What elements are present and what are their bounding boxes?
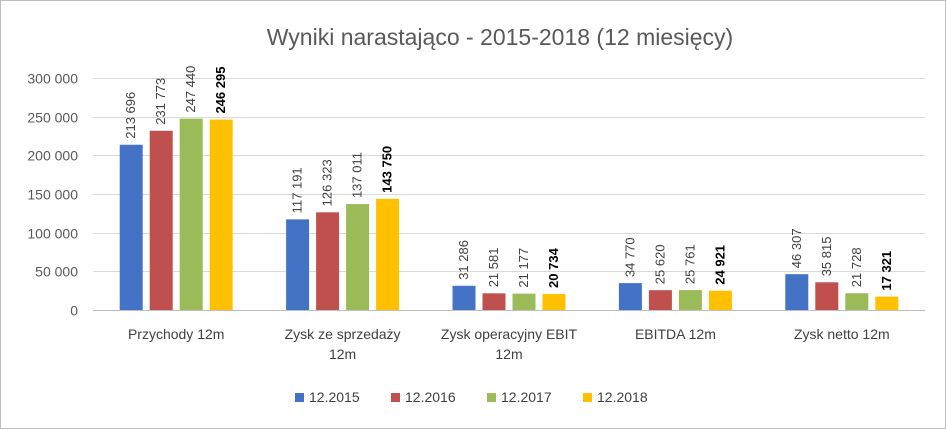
y-tick-label: 150 000 <box>27 187 78 203</box>
data-label: 34 770 <box>622 237 637 277</box>
data-label: 247 440 <box>183 66 198 113</box>
x-category-label: Przychody 12m <box>128 326 224 342</box>
bar <box>815 282 839 310</box>
data-label: 21 581 <box>486 248 501 288</box>
data-label: 21 728 <box>849 247 864 287</box>
bar <box>542 293 566 310</box>
bar <box>648 290 672 310</box>
data-label: 20 734 <box>546 247 561 288</box>
data-label: 143 750 <box>380 146 395 193</box>
bar <box>452 285 476 310</box>
legend-swatch <box>487 393 496 402</box>
legend-item: 12.2016 <box>391 389 456 405</box>
x-axis-categories: Przychody 12m Zysk ze sprzedaży 12m Zysk op… <box>128 326 890 362</box>
bar <box>618 283 642 310</box>
data-label: 46 307 <box>789 228 804 268</box>
y-tick-label: 0 <box>70 303 78 319</box>
bar <box>482 293 506 310</box>
legend-swatch <box>583 393 592 402</box>
data-label: 17 321 <box>879 251 894 291</box>
bar <box>678 290 702 310</box>
bar <box>209 119 233 311</box>
x-category-label: Zysk netto 12m <box>794 326 890 342</box>
bar <box>708 290 732 310</box>
data-label: 35 815 <box>819 237 834 277</box>
y-axis-ticks: 0 50 000 100 000 150 000 200 000 250 000 300 0… <box>27 71 78 319</box>
bar <box>785 274 809 310</box>
bars <box>119 118 899 311</box>
x-category-label: Zysk ze sprzedaży 12m <box>285 326 401 362</box>
bar <box>286 219 310 310</box>
data-label: 126 323 <box>320 159 335 206</box>
chart-title: Wyniki narastająco - 2015-2018 (12 miesi… <box>267 24 733 50</box>
legend-item: 12.2017 <box>487 389 552 405</box>
x-category-label: Zysk operacyjny EBIT 12m <box>441 326 578 362</box>
y-tick-label: 50 000 <box>35 264 78 280</box>
bar <box>346 204 370 310</box>
data-label: 24 921 <box>712 245 727 285</box>
data-label: 137 011 <box>350 152 365 198</box>
data-label: 31 286 <box>456 240 471 280</box>
bar <box>179 118 203 311</box>
legend-item: 12.2018 <box>583 389 648 405</box>
legend-swatch <box>295 393 304 402</box>
bar <box>149 130 173 310</box>
legend-label: 12.2017 <box>501 389 552 405</box>
bar <box>875 296 899 310</box>
data-label: 117 191 <box>290 167 305 213</box>
data-label: 25 620 <box>652 244 667 284</box>
y-tick-label: 300 000 <box>27 71 78 87</box>
bar <box>119 144 143 310</box>
legend-item: 12.2015 <box>295 389 360 405</box>
legend-label: 12.2015 <box>309 389 360 405</box>
bar <box>845 293 869 310</box>
bar <box>376 198 400 310</box>
data-label: 213 696 <box>123 92 138 139</box>
y-tick-label: 200 000 <box>27 148 78 164</box>
data-labels: 213 696 231 773 247 440 246 295 117 191 126 3… <box>123 66 894 291</box>
data-label: 21 177 <box>516 248 531 288</box>
data-label: 231 773 <box>153 78 168 125</box>
bar <box>512 293 536 310</box>
legend-label: 12.2018 <box>597 389 648 405</box>
legend-swatch <box>391 393 400 402</box>
bar <box>316 212 340 310</box>
y-tick-label: 100 000 <box>27 226 78 242</box>
x-category-label: EBITDA 12m <box>635 326 716 342</box>
data-label: 25 761 <box>682 244 697 284</box>
y-tick-label: 250 000 <box>27 110 78 126</box>
data-label: 246 295 <box>213 67 228 114</box>
legend: 12.2015 12.2016 12.2017 12.2018 <box>295 389 648 405</box>
legend-label: 12.2016 <box>405 389 456 405</box>
